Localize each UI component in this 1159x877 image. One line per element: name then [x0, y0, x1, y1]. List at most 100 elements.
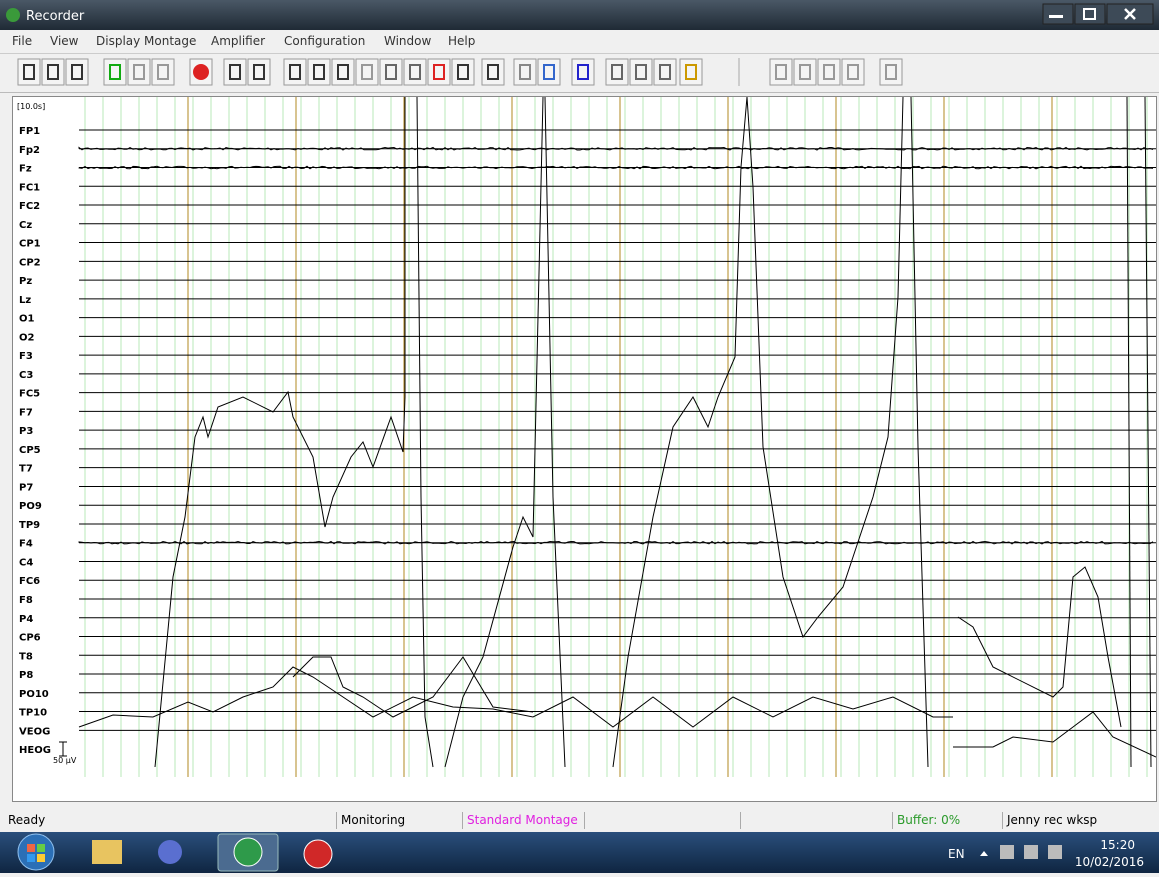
toolbar-button[interactable]: [654, 59, 676, 85]
channel-label: C3: [19, 370, 33, 381]
channel-label: CP6: [19, 633, 41, 644]
channel-label: VEOG: [19, 726, 50, 737]
media-icon[interactable]: [158, 840, 182, 864]
eeg-trace: [79, 166, 1153, 169]
toolbar: [0, 53, 1159, 93]
start-logo: [37, 844, 45, 852]
taskbar-graphics: EN 15:20 10/02/2016: [0, 832, 1159, 873]
channel-label: FP1: [19, 126, 40, 137]
status-mode: Monitoring: [336, 812, 461, 829]
language[interactable]: EN: [948, 847, 965, 861]
status-bar: Ready Monitoring Standard Montage Buffer…: [0, 810, 1159, 832]
menu-item[interactable]: Display Montage: [96, 34, 196, 48]
eeg-trace: [293, 657, 533, 717]
toolbar-button[interactable]: [680, 59, 702, 85]
toolbar-button[interactable]: [818, 59, 840, 85]
menu-item[interactable]: Amplifier: [211, 34, 265, 48]
channel-label: C4: [19, 557, 33, 568]
recorder-icon-2[interactable]: [304, 840, 332, 868]
channel-label: T7: [19, 464, 33, 475]
minimize-glyph: [1049, 15, 1063, 18]
start-logo: [37, 854, 45, 862]
menu-item[interactable]: Help: [448, 34, 475, 48]
channel-label: PO10: [19, 689, 49, 700]
toolbar-button[interactable]: [356, 59, 378, 85]
toolbar-button[interactable]: [572, 59, 594, 85]
time-scale: [10.0s]: [17, 102, 45, 111]
maximize-button[interactable]: [1075, 4, 1105, 24]
menu-item[interactable]: View: [50, 34, 78, 48]
toolbar-button[interactable]: [18, 59, 40, 85]
toolbar-button[interactable]: [104, 59, 126, 85]
channel-label: CP1: [19, 239, 41, 250]
toolbar-button[interactable]: [514, 59, 536, 85]
clock-time[interactable]: 15:20: [1100, 838, 1135, 852]
start-button[interactable]: [18, 834, 54, 870]
toolbar-button[interactable]: [224, 59, 246, 85]
channel-label: HEOG: [19, 745, 51, 756]
toolbar-button[interactable]: [380, 59, 402, 85]
toolbar-icons: [0, 54, 1159, 92]
tray-icon[interactable]: [1024, 845, 1038, 859]
menu-item[interactable]: Window: [384, 34, 431, 48]
channel-label: Fz: [19, 164, 32, 175]
minimize-button[interactable]: [1043, 4, 1073, 24]
menu-item[interactable]: Configuration: [284, 34, 365, 48]
menu-item[interactable]: File: [12, 34, 32, 48]
explorer-icon[interactable]: [92, 840, 122, 864]
toolbar-button[interactable]: [284, 59, 306, 85]
clock-date[interactable]: 10/02/2016: [1075, 855, 1144, 869]
channel-label: P7: [19, 482, 33, 493]
scale-bar: [59, 742, 67, 756]
channel-label: CP5: [19, 445, 41, 456]
toolbar-button[interactable]: [152, 59, 174, 85]
toolbar-button[interactable]: [308, 59, 330, 85]
status-montage: Standard Montage: [462, 812, 583, 829]
toolbar-button[interactable]: [842, 59, 864, 85]
tray-icon[interactable]: [1048, 845, 1062, 859]
channel-label: Fp2: [19, 145, 40, 156]
eeg-trace: [79, 667, 953, 727]
channel-label: O1: [19, 314, 35, 325]
tray-arrow[interactable]: [980, 851, 988, 856]
toolbar-button[interactable]: [770, 59, 792, 85]
toolbar-button[interactable]: [42, 59, 64, 85]
channel-label: FC2: [19, 201, 40, 212]
toolbar-button[interactable]: [630, 59, 652, 85]
toolbar-button[interactable]: [66, 59, 88, 85]
recorder-icon: [234, 838, 262, 866]
channel-label: F4: [19, 539, 33, 550]
toolbar-button[interactable]: [128, 59, 150, 85]
channel-label: P4: [19, 614, 33, 625]
eeg-trace: [1145, 97, 1151, 767]
start-logo: [27, 844, 35, 852]
status-workspace: Jenny rec wksp: [1002, 812, 1157, 829]
toolbar-icon: [193, 64, 209, 80]
toolbar-button[interactable]: [606, 59, 628, 85]
start-logo: [27, 854, 35, 862]
toolbar-button[interactable]: [332, 59, 354, 85]
toolbar-button[interactable]: [538, 59, 560, 85]
channel-label: O2: [19, 332, 35, 343]
eeg-trace: [445, 97, 543, 767]
toolbar-button[interactable]: [880, 59, 902, 85]
toolbar-button[interactable]: [794, 59, 816, 85]
eeg-trace: [953, 712, 1156, 757]
toolbar-button[interactable]: [248, 59, 270, 85]
channel-label: T8: [19, 651, 33, 662]
toolbar-button[interactable]: [404, 59, 426, 85]
channel-label: Pz: [19, 276, 32, 287]
status-empty: [584, 812, 739, 829]
channel-label: TP10: [19, 708, 47, 719]
toolbar-button[interactable]: [482, 59, 504, 85]
eeg-trace: [79, 542, 1153, 544]
window-title: Recorder: [26, 9, 85, 24]
toolbar-button[interactable]: [452, 59, 474, 85]
channel-label: P8: [19, 670, 33, 681]
channel-label: Cz: [19, 220, 32, 231]
tray-icon[interactable]: [1000, 845, 1014, 859]
toolbar-button[interactable]: [428, 59, 450, 85]
channel-label: P3: [19, 426, 33, 437]
title-bar: Recorder: [0, 0, 1159, 30]
channel-label: F8: [19, 595, 33, 606]
